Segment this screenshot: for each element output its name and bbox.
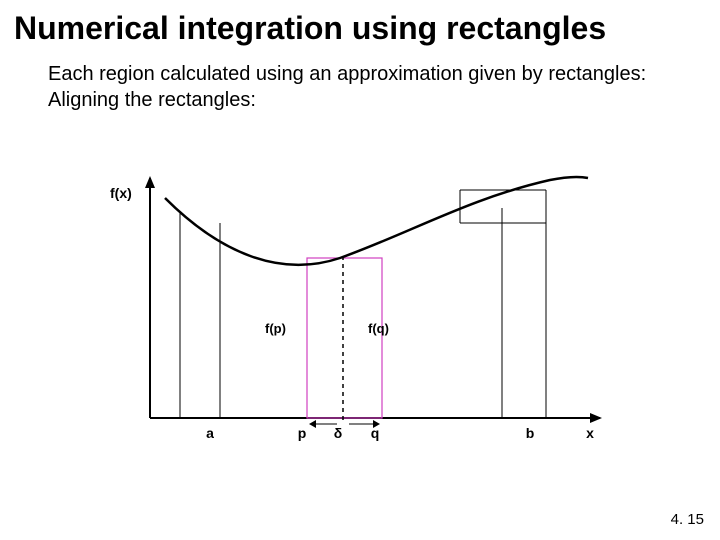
page-number: 4. 15 bbox=[671, 511, 704, 528]
svg-text:p: p bbox=[298, 425, 307, 441]
svg-text:x: x bbox=[586, 425, 594, 441]
svg-text:b: b bbox=[526, 425, 535, 441]
body-text-block: Each region calculated using an approxim… bbox=[0, 55, 720, 117]
body-line-1: Each region calculated using an approxim… bbox=[48, 61, 672, 87]
figure-svg: f(x) a p δ q b x f(p) f(q) bbox=[110, 168, 610, 458]
svg-text:δ: δ bbox=[334, 425, 343, 441]
svg-text:f(x): f(x) bbox=[110, 185, 132, 201]
svg-text:f(q): f(q) bbox=[368, 321, 389, 336]
svg-text:a: a bbox=[206, 425, 214, 441]
page-title: Numerical integration using rectangles bbox=[0, 0, 720, 55]
integration-figure: f(x) a p δ q b x f(p) f(q) bbox=[110, 168, 610, 468]
svg-text:f(p): f(p) bbox=[265, 321, 286, 336]
svg-text:q: q bbox=[371, 425, 380, 441]
body-line-2: Aligning the rectangles: bbox=[48, 87, 672, 113]
